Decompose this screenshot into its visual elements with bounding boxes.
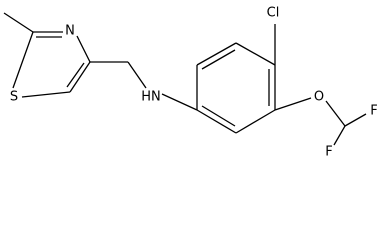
atom-label: S — [10, 90, 18, 105]
atom-label: F — [370, 104, 377, 119]
bonds — [3, 12, 367, 146]
atom-label: HN — [141, 90, 161, 105]
atom-label: Cl — [267, 6, 280, 21]
molecule-diagram: S N HN Cl O F F — [3, 6, 378, 160]
atom-label: N — [65, 24, 75, 39]
atom-label: O — [314, 90, 324, 105]
atom-label: F — [325, 145, 332, 160]
